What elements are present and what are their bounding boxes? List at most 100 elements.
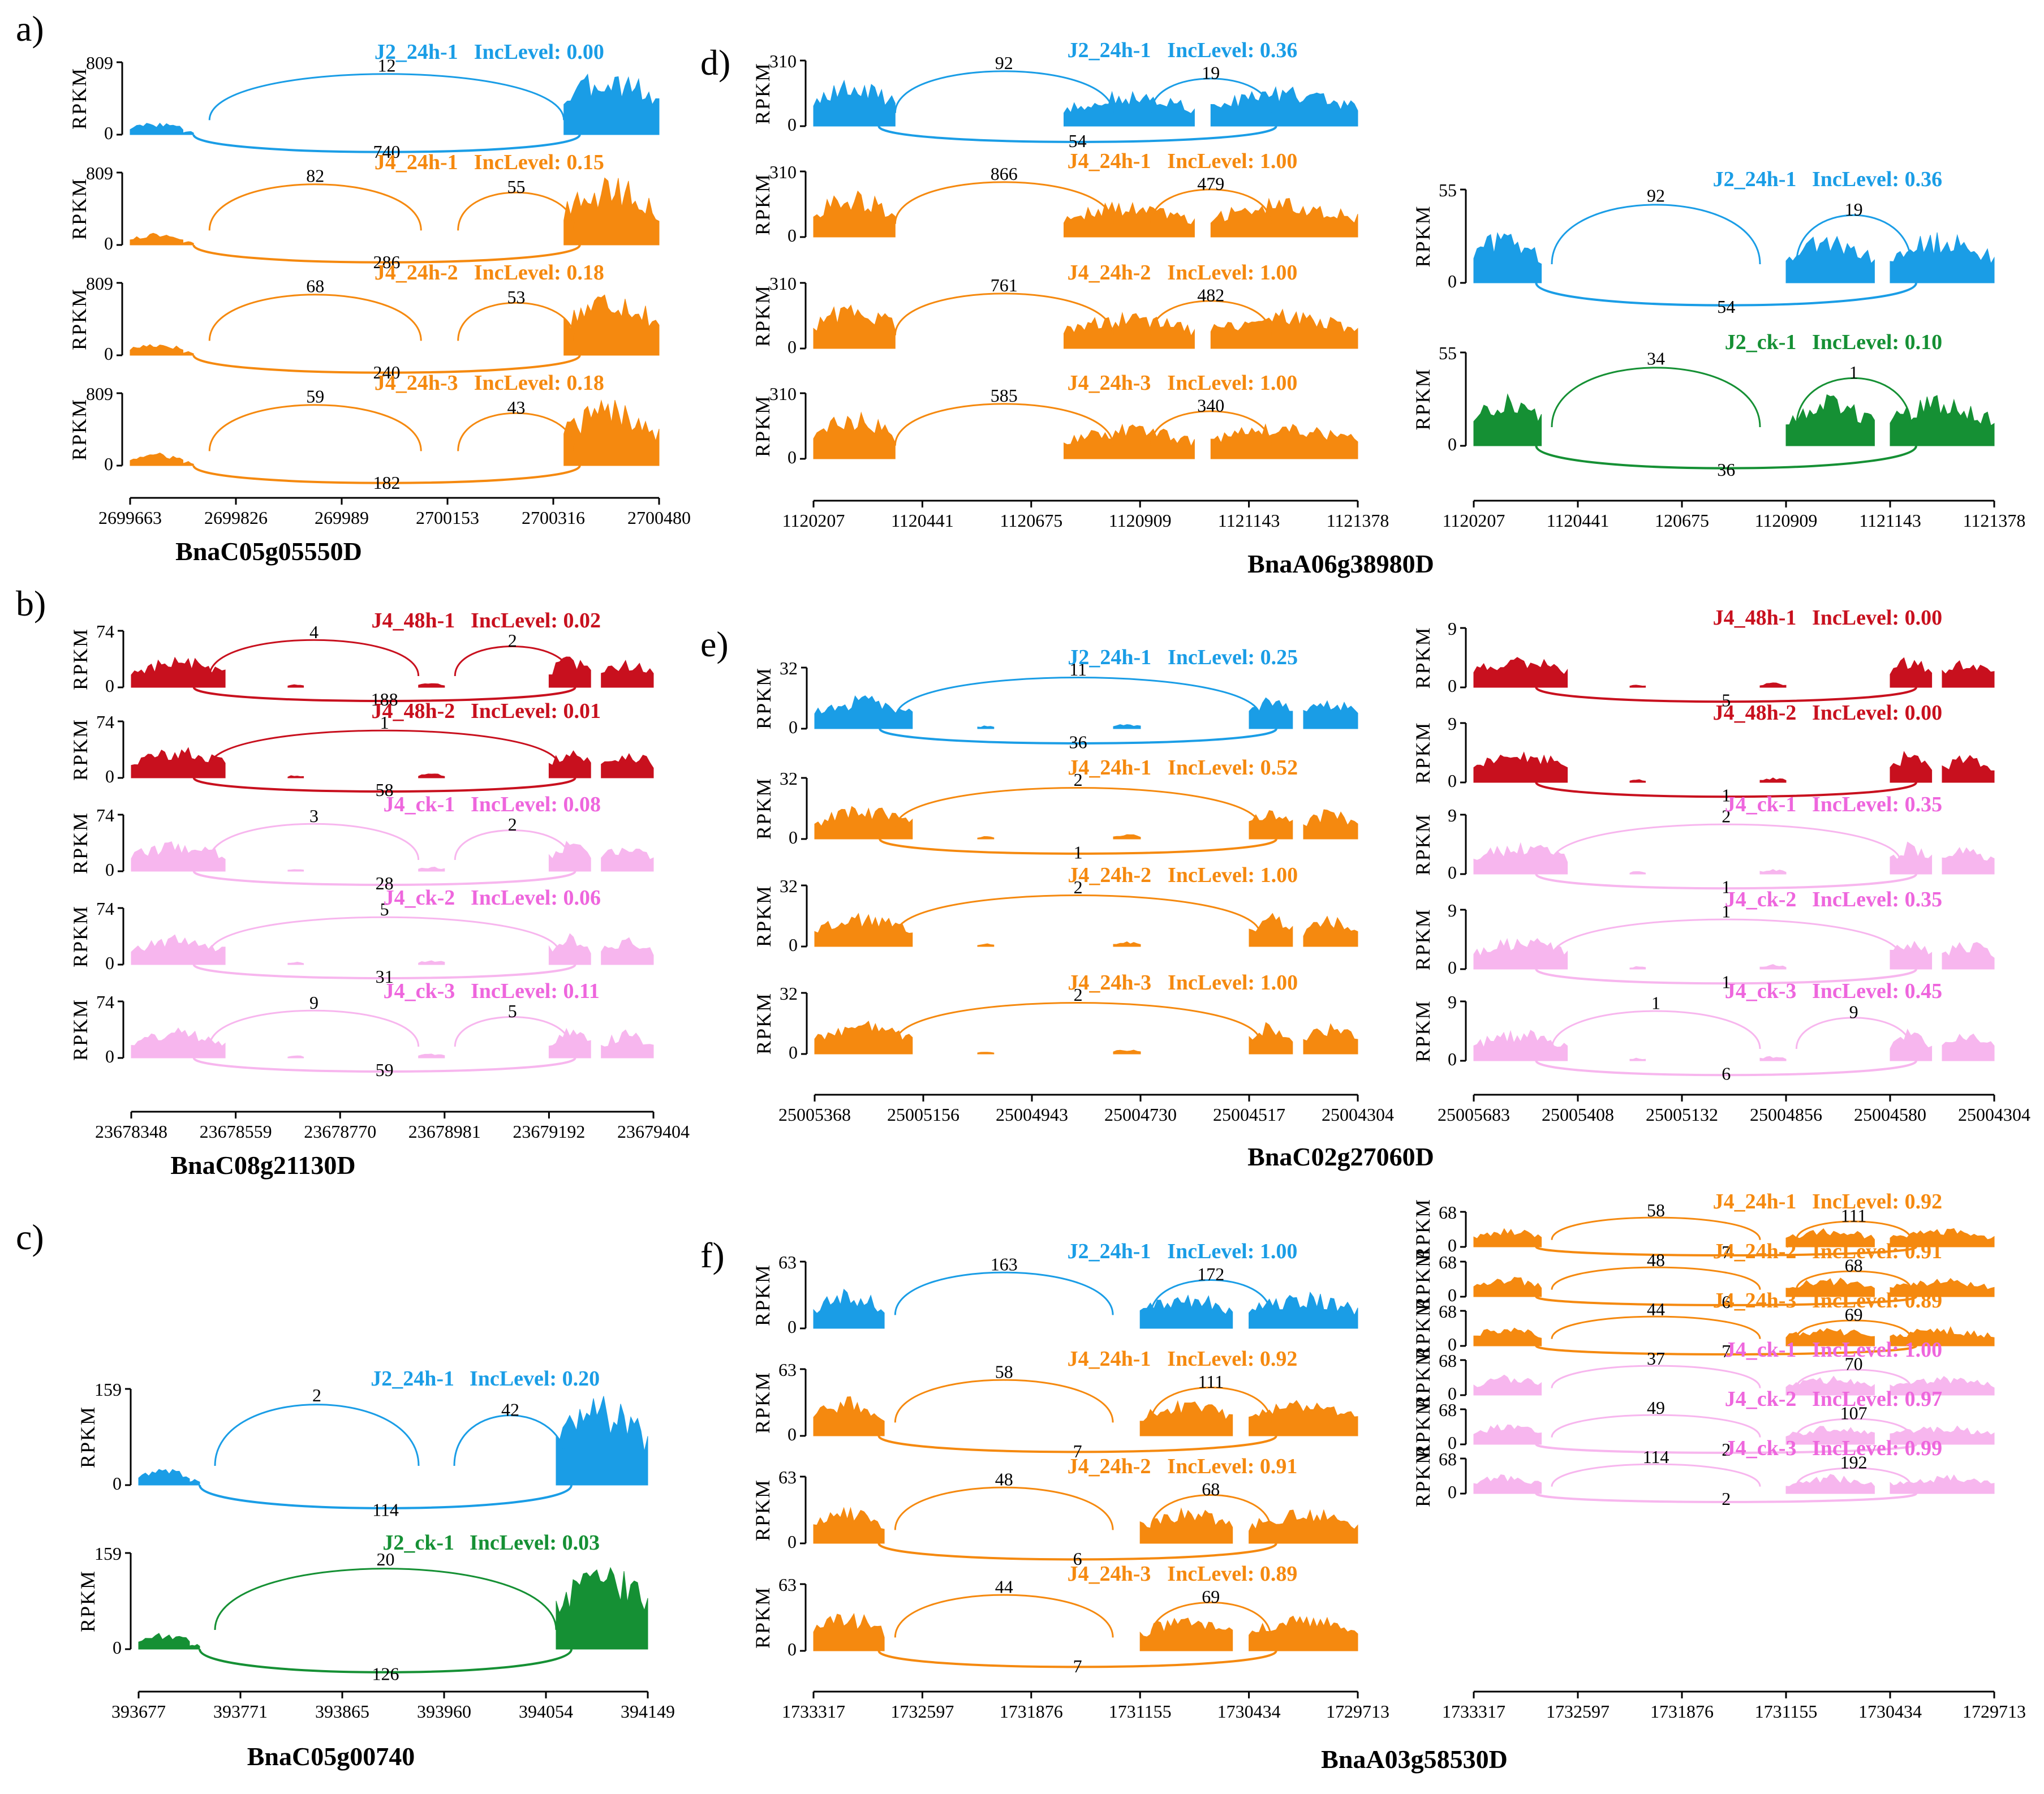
y-tick-label-zero: 0 xyxy=(1448,676,1457,696)
junction-arc xyxy=(1535,686,1917,703)
track-e2-2: 9 0 RPKM 2 1 J4_ck-1 IncLevel: 0.35 xyxy=(1412,793,1995,897)
junction-arc xyxy=(1795,1220,1912,1240)
junction-arc xyxy=(1150,1494,1272,1530)
x-axis-e2: 25005683 25005408 25005132 25004856 25004580… xyxy=(1438,1094,2030,1125)
y-tick-label-zero: 0 xyxy=(1448,1334,1457,1354)
sample-name: J2_24h-1 xyxy=(1713,167,1797,191)
y-tick-label-max: 310 xyxy=(769,384,797,404)
junction-arc xyxy=(877,125,1277,143)
junction-arc xyxy=(1535,282,1917,307)
track-e1-0: 32 0 RPKM 11 36 J2_24h-1 IncLevel: 0.25 xyxy=(752,646,1358,752)
inc-level: IncLevel: 0.89 xyxy=(1812,1289,1942,1313)
x-axis-d2: 1120207 1120441 120675 1120909 1121143 112137… xyxy=(1443,500,2025,531)
y-axis-label: RPKM xyxy=(68,398,91,461)
track-f1-2: 63 0 RPKM 48 68 6 J4_24h-2 IncLevel: 0.91 xyxy=(751,1455,1358,1569)
sample-name: J4_ck-1 xyxy=(1725,1338,1797,1362)
sample-name: J4_24h-1 xyxy=(375,150,458,174)
x-tick-label: 1120441 xyxy=(1547,510,1610,531)
y-tick-label-max: 32 xyxy=(780,983,798,1004)
y-tick-label-max: 63 xyxy=(778,1360,797,1380)
x-tick-label: 1120909 xyxy=(1109,510,1172,531)
junction-arc xyxy=(894,292,1114,335)
junction-arc xyxy=(1150,78,1272,113)
y-axis-label: RPKM xyxy=(1412,908,1434,970)
sample-name: J4_24h-2 xyxy=(1068,863,1151,887)
junction-count-label: 240 xyxy=(373,362,400,382)
junction-count-label: 49 xyxy=(1647,1397,1665,1418)
y-tick-label-max: 9 xyxy=(1448,805,1457,825)
y-tick-label-max: 159 xyxy=(94,1379,122,1400)
junction-arc xyxy=(457,412,575,451)
junction-arc xyxy=(453,1414,567,1466)
x-tick-label: 2700153 xyxy=(416,507,479,528)
sample-name: J4_48h-2 xyxy=(371,699,455,723)
x-tick-label: 25005368 xyxy=(778,1104,851,1125)
junction-arc xyxy=(457,302,575,341)
y-tick-label-zero: 0 xyxy=(1448,1235,1457,1255)
x-tick-label: 1731155 xyxy=(1755,1701,1818,1722)
x-axis-f2: 1733317 1732597 1731876 1731155 1730434 17297… xyxy=(1442,1690,2026,1722)
junction-arc xyxy=(879,838,1277,855)
panel-f1: 63 0 RPKM 163 172 J2_24h-1 IncLevel: 1.00 63 0 RP… xyxy=(751,1240,1389,1722)
inc-level: IncLevel: 0.91 xyxy=(1812,1240,1942,1263)
junction-arc xyxy=(1795,1467,1912,1487)
y-tick-label-max: 310 xyxy=(769,162,797,182)
x-tick-label: 25004304 xyxy=(1958,1104,2030,1125)
inc-level: IncLevel: 0.18 xyxy=(474,371,604,395)
junction-count-label: 59 xyxy=(306,386,324,407)
junction-count-label: 44 xyxy=(1647,1299,1665,1319)
junction-count-label: 55 xyxy=(507,177,526,197)
junction-count-label: 58 xyxy=(1647,1200,1665,1220)
x-tick-label: 25005408 xyxy=(1542,1104,1614,1125)
y-axis-label: RPKM xyxy=(751,395,774,457)
x-tick-label: 25005156 xyxy=(887,1104,959,1125)
panel-label-e: e) xyxy=(700,624,729,664)
coverage-area xyxy=(130,73,660,135)
junction-count-label: 34 xyxy=(1647,348,1665,368)
y-axis-label: RPKM xyxy=(69,812,92,874)
y-tick-label-max: 74 xyxy=(96,992,114,1012)
coverage-area xyxy=(1473,751,1995,783)
inc-level: IncLevel: 0.08 xyxy=(471,793,601,816)
x-tick-label: 1730434 xyxy=(1217,1701,1281,1722)
junction-count-label: 68 xyxy=(306,276,324,296)
y-tick-label-max: 55 xyxy=(1439,180,1457,200)
x-tick-label: 25004943 xyxy=(996,1104,1068,1125)
y-tick-label-max: 9 xyxy=(1448,713,1457,734)
junction-arc xyxy=(877,1542,1277,1561)
track-b-3: 74 0 RPKM 5 31 J4_ck-2 IncLevel: 0.06 xyxy=(69,886,654,987)
y-tick-label-zero: 0 xyxy=(789,935,798,955)
inc-level: IncLevel: 0.97 xyxy=(1812,1387,1942,1411)
y-axis-label: RPKM xyxy=(752,885,775,947)
junction-count-label: 866 xyxy=(991,164,1018,184)
junction-arc xyxy=(214,1568,557,1630)
junction-count-label: 482 xyxy=(1197,285,1224,305)
y-tick-label-zero: 0 xyxy=(1448,1383,1457,1404)
junction-arc xyxy=(1551,823,1901,863)
junction-arc xyxy=(877,1650,1277,1668)
junction-arc xyxy=(894,1271,1114,1315)
junction-count-label: 58 xyxy=(995,1361,1013,1382)
junction-arc xyxy=(1551,1266,1761,1290)
inc-level: IncLevel: 0.03 xyxy=(470,1531,600,1555)
y-tick-label-max: 68 xyxy=(1439,1449,1457,1469)
coverage-area xyxy=(1473,1474,1995,1494)
x-tick-label: 1731155 xyxy=(1109,1701,1172,1722)
y-axis-label: RPKM xyxy=(1412,813,1434,875)
junction-count-label: 4 xyxy=(309,622,319,642)
panel-e2: 9 0 RPKM 5 J4_48h-1 IncLevel: 0.00 9 0 RPKM 1 J4_4… xyxy=(1412,606,2030,1125)
y-tick-label-max: 310 xyxy=(769,51,797,71)
sample-name: J2_24h-1 xyxy=(1068,646,1151,669)
junction-arc xyxy=(1535,1296,1917,1306)
junction-arc xyxy=(199,1649,573,1673)
coverage-area xyxy=(814,695,1358,729)
junction-arc xyxy=(1535,968,1917,985)
inc-level: IncLevel: 0.25 xyxy=(1168,646,1298,669)
y-tick-label-zero: 0 xyxy=(788,1531,797,1552)
junction-arc xyxy=(895,677,1261,717)
x-tick-label: 2699826 xyxy=(204,507,268,528)
y-tick-label-max: 159 xyxy=(94,1543,122,1564)
track-b-1: 74 0 RPKM 1 58 J4_48h-2 IncLevel: 0.01 xyxy=(69,699,654,800)
junction-count-label: 340 xyxy=(1197,395,1224,415)
junction-arc xyxy=(894,1594,1114,1638)
